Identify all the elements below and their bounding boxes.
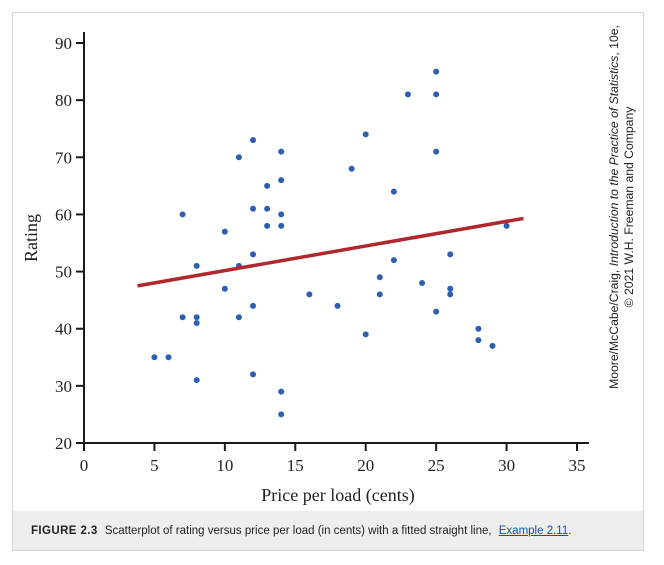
data-point [433,68,440,75]
fitted-line-group [137,216,524,288]
data-point [433,91,440,98]
data-point [447,291,454,298]
data-point [433,148,440,155]
data-point [376,274,383,281]
data-point [278,411,285,418]
data-point [390,188,397,195]
data-point [278,222,285,229]
credit-line-1: Moore/McCabe/Craig, Introduction to the … [607,25,621,389]
fitted-line [137,216,524,288]
y-tick-label: 80 [55,91,72,110]
data-point [278,148,285,155]
x-tick-label: 0 [80,456,89,475]
data-point [376,291,383,298]
scatterplot: 0 5 10 15 20 25 30 35 20 30 40 50 60 70 80 90 Price per… [21,32,589,506]
data-point [264,182,271,189]
data-point [404,91,411,98]
copyright-credit: Moore/McCabe/Craig, Introduction to the … [607,25,637,389]
data-point [250,371,257,378]
data-point [278,388,285,395]
y-axis-label: Rating [21,214,41,262]
x-tick-label: 30 [498,456,515,475]
x-tick-label: 35 [569,456,586,475]
data-point [362,331,369,338]
data-point [193,314,200,321]
data-point [193,377,200,384]
y-tick-label: 90 [55,34,72,53]
data-point [151,354,158,361]
credit-line-2: © 2021 W.H. Freeman and Company [622,106,636,308]
x-tick-label: 20 [357,456,374,475]
data-point [179,314,186,321]
caption-label: FIGURE 2.3 [31,524,98,537]
data-point [278,177,285,184]
data-point [235,154,242,161]
x-tick-label: 15 [287,456,304,475]
data-point [503,222,510,229]
example-link[interactable]: Example 2.11 [498,524,569,537]
y-tick-label: 30 [55,377,72,396]
data-point [433,308,440,315]
data-point [475,325,482,332]
data-point [475,337,482,344]
data-point [489,342,496,349]
data-point [278,211,285,218]
x-tick-label: 25 [428,456,445,475]
y-tick-label: 20 [55,434,72,453]
y-tick-label: 40 [55,320,72,339]
data-point [447,251,454,258]
x-tick-label: 10 [216,456,233,475]
figure-caption: FIGURE 2.3 Scatterplot of rating versus … [13,511,643,550]
data-point [306,291,313,298]
caption-text: Scatterplot of rating versus price per l… [104,524,492,537]
data-point [221,228,228,235]
figure-frame [12,12,644,551]
caption-end: . [568,524,572,537]
data-point [250,302,257,309]
data-point [264,205,271,212]
data-point [179,211,186,218]
data-point [165,354,172,361]
data-point [334,302,341,309]
x-axis-label: Price per load (cents) [261,485,414,506]
x-tick-label: 5 [150,456,159,475]
y-tick-label: 50 [55,263,72,282]
data-point [390,257,397,264]
axes: 0 5 10 15 20 25 30 35 20 30 40 50 60 70 80 90 [55,32,589,475]
data-point [250,137,257,144]
data-point [250,205,257,212]
data-point [250,251,257,258]
y-tick-label: 60 [55,205,72,224]
data-point [221,285,228,292]
data-point [419,280,426,286]
data-points [151,68,510,418]
y-tick-label: 70 [55,148,72,167]
data-point [235,314,242,321]
data-point [264,222,271,229]
data-point [193,320,200,326]
data-point [193,262,200,269]
data-point [447,285,454,292]
data-point [362,131,369,138]
data-point [348,165,355,172]
